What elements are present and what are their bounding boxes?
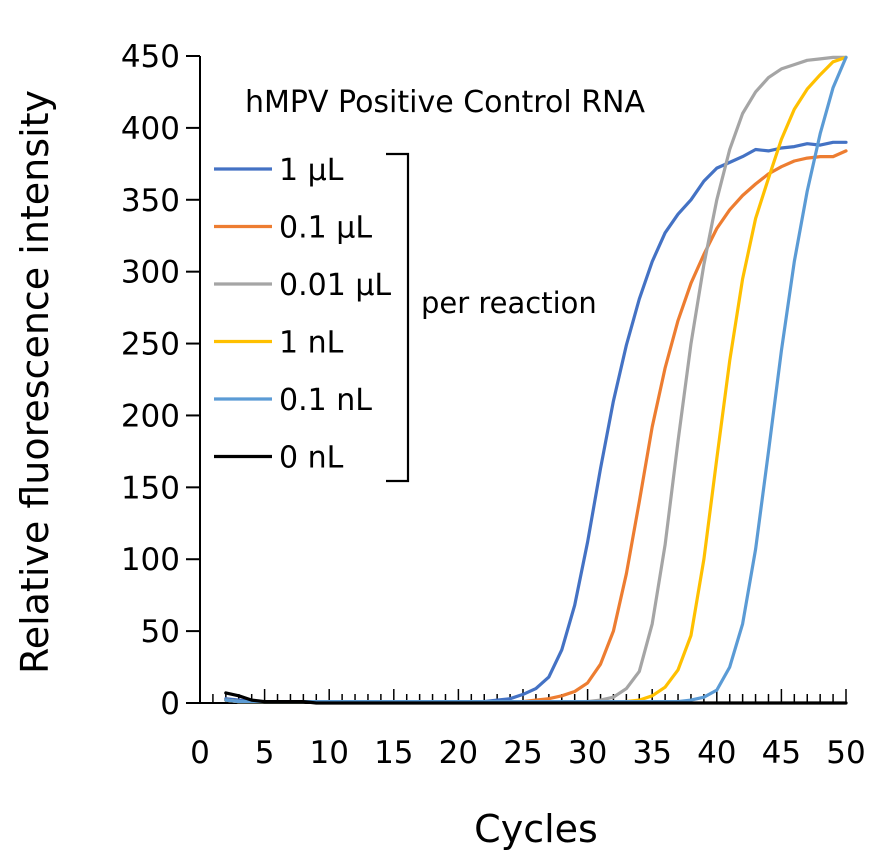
- x-axis-label: Cycles: [474, 807, 598, 851]
- y-tick-label: 0: [160, 686, 180, 722]
- y-tick-label: 50: [141, 614, 180, 650]
- x-tick-label: 5: [255, 735, 275, 771]
- y-tick-label: 150: [121, 470, 180, 506]
- y-tick-label: 300: [121, 255, 180, 291]
- x-tick-label: 40: [697, 735, 736, 771]
- x-tick-label: 50: [826, 735, 865, 771]
- x-tick-label: 30: [568, 735, 607, 771]
- legend-label: 0.1 nL: [279, 383, 372, 418]
- x-tick-label: 10: [309, 735, 348, 771]
- x-tick-label: 0: [190, 735, 210, 771]
- y-tick-label: 450: [121, 39, 180, 75]
- legend-bracket: [386, 152, 410, 483]
- y-tick-label: 400: [121, 111, 180, 147]
- legend-label: 0.1 μL: [279, 211, 372, 246]
- chart-title: hMPV Positive Control RNA: [245, 85, 645, 120]
- legend: 1 μL 0.1 μL 0.01 μL 1 nL 0.1 nL 0 nL per react…: [214, 152, 597, 483]
- x-tick-label: 45: [762, 735, 801, 771]
- y-tick-label: 350: [121, 183, 180, 219]
- y-tick-label: 250: [121, 327, 180, 363]
- legend-label: 1 μL: [279, 153, 344, 188]
- legend-label: 0.01 μL: [279, 268, 391, 303]
- axes: 0 50 100 150 200 250 300 350 400 450 0 5 10 15 20 25 30 3…: [121, 39, 866, 771]
- x-tick-label: 35: [632, 735, 671, 771]
- y-tick-label: 200: [121, 398, 180, 434]
- legend-label: 0 nL: [279, 441, 344, 476]
- y-axis-label: Relative fluorescence intensity: [13, 90, 57, 674]
- legend-label: 1 nL: [279, 326, 344, 361]
- series-line-5: [224, 691, 848, 705]
- x-tick-label: 20: [439, 735, 478, 771]
- legend-group-label: per reaction: [421, 286, 597, 320]
- x-tick-label: 15: [374, 735, 413, 771]
- x-tick-label: 25: [503, 735, 542, 771]
- series-layer: [224, 55, 848, 705]
- y-tick-label: 100: [121, 542, 180, 578]
